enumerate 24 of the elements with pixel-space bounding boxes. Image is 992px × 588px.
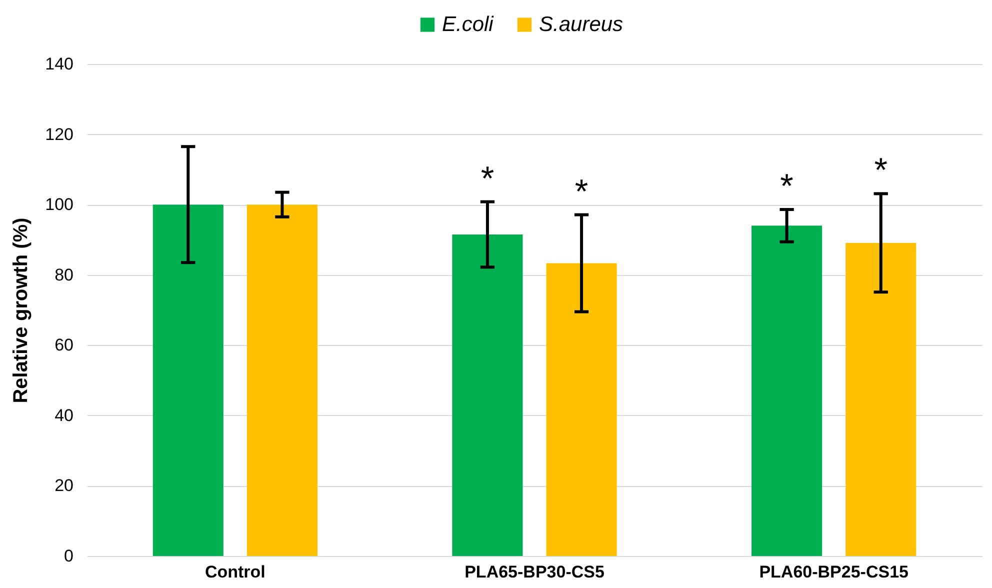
x-tick-label: PLA60-BP25-CS15 bbox=[759, 562, 908, 582]
y-axis-title: Relative growth (%) bbox=[10, 218, 32, 404]
bar bbox=[846, 242, 916, 556]
bar bbox=[546, 263, 617, 556]
bar bbox=[152, 204, 224, 556]
y-tick-label: 40 bbox=[54, 406, 74, 425]
y-tick-label: 120 bbox=[45, 124, 74, 144]
y-tick-label: 80 bbox=[54, 265, 74, 284]
annotation: * bbox=[780, 167, 794, 206]
legend-label: E.coli bbox=[442, 12, 495, 36]
annotation: * bbox=[574, 172, 588, 211]
y-tick-label: 100 bbox=[45, 195, 74, 214]
x-tick-label: PLA65-BP30-CS5 bbox=[464, 562, 604, 582]
bar bbox=[246, 204, 318, 556]
x-tick-label: Control bbox=[204, 562, 266, 582]
legend-label: S.aureus bbox=[539, 12, 624, 36]
annotation: * bbox=[480, 160, 494, 198]
y-tick-label: 20 bbox=[54, 476, 74, 496]
annotation: * bbox=[874, 152, 888, 190]
bar bbox=[452, 234, 523, 556]
y-tick-label: 0 bbox=[64, 546, 74, 566]
y-tick-label: 60 bbox=[54, 336, 74, 355]
y-tick-label: 140 bbox=[45, 54, 74, 74]
bar bbox=[752, 226, 822, 556]
